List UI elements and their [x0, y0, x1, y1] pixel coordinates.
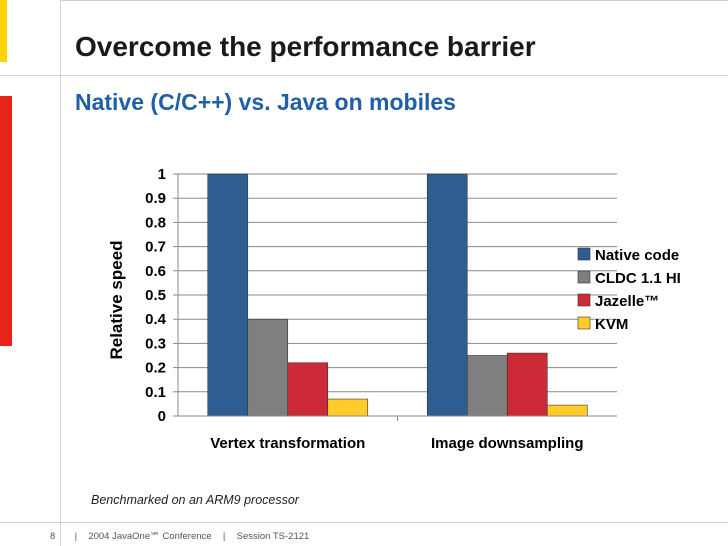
x-tick-label: Image downsampling — [431, 435, 584, 452]
legend-swatch — [577, 293, 591, 307]
slide-subtitle: Native (C/C++) vs. Java on mobiles — [75, 89, 456, 115]
session-id: Session TS-2121 — [236, 531, 310, 542]
bar-kvm — [327, 398, 369, 417]
x-tick-label: Vertex transformation — [210, 435, 365, 452]
axes — [173, 173, 617, 421]
gray-horizontal-rule — [0, 75, 728, 76]
y-tick-label: 0.2 — [145, 360, 166, 377]
y-tick-label: 0.5 — [145, 287, 166, 304]
legend-label: Jazelle™ — [595, 293, 659, 310]
gray-top-rule — [60, 0, 728, 1]
conference-name: 2004 JavaOne℠ Conference — [88, 531, 212, 542]
footnote: Benchmarked on an ARM9 processor — [91, 493, 299, 507]
yellow-corner-bar — [0, 0, 7, 62]
bar-cldc-1-1-hi — [466, 355, 508, 417]
bar-native-code — [426, 173, 468, 417]
legend-swatch — [577, 316, 591, 330]
y-tick-labels: 0 0.1 0.2 0.3 0.4 0.5 0.6 0.7 0.8 0.9 1 — [145, 166, 167, 425]
bars — [207, 173, 588, 417]
legend-swatch — [577, 247, 591, 261]
legend-label: Native code — [595, 247, 679, 264]
legend-swatch — [577, 270, 591, 284]
y-tick-label: 0.4 — [145, 311, 167, 328]
bar-jazelle — [506, 352, 548, 417]
page-number: 8 — [50, 531, 56, 542]
gray-footer-rule — [0, 522, 728, 523]
footer-separator: | — [222, 531, 226, 542]
y-tick-label: 1 — [158, 166, 166, 183]
footer-separator: | — [74, 531, 78, 542]
red-side-bar — [0, 96, 12, 346]
y-tick-label: 0.1 — [145, 384, 166, 401]
y-tick-label: 0.7 — [145, 239, 166, 256]
y-tick-label: 0.9 — [145, 190, 166, 207]
bar-cldc-1-1-hi — [247, 318, 289, 417]
y-tick-label: 0.6 — [145, 263, 166, 280]
legend-label: CLDC 1.1 HI — [595, 270, 681, 287]
bar-kvm — [546, 404, 588, 417]
x-tick-labels: Vertex transformation Image downsampling — [210, 435, 583, 452]
slide-title: Overcome the performance barrier — [75, 31, 536, 62]
legend-label: KVM — [595, 316, 628, 333]
bar-native-code — [207, 173, 249, 417]
bar-jazelle — [287, 362, 329, 417]
gray-vertical-rule — [60, 0, 61, 546]
legend: Native code CLDC 1.1 HI Jazelle™ KVM — [577, 247, 681, 333]
y-tick-label: 0 — [158, 408, 166, 425]
y-tick-label: 0.8 — [145, 214, 166, 231]
y-axis-label: Relative speed — [107, 240, 126, 359]
slide-footer: 8 | 2004 JavaOne℠ Conference | Session T… — [50, 531, 309, 542]
y-tick-label: 0.3 — [145, 335, 166, 352]
